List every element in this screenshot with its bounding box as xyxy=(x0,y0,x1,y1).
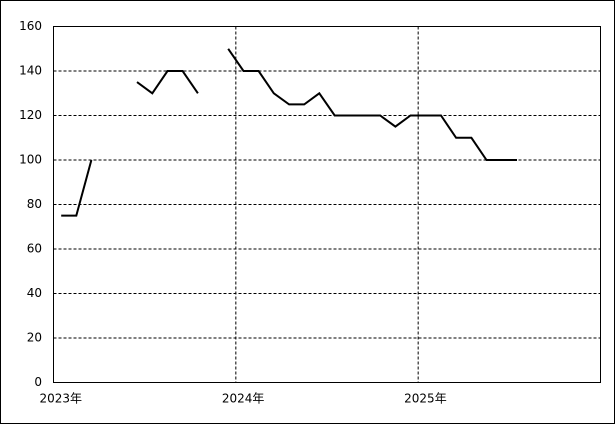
y-tick-label: 120 xyxy=(19,108,42,122)
line-series xyxy=(61,48,517,217)
x-tick-label: 2025年 xyxy=(404,392,447,406)
plot-frame xyxy=(53,26,601,383)
y-tick-label: 100 xyxy=(19,153,42,167)
y-tick-label: 40 xyxy=(27,286,42,300)
y-tick-label: 140 xyxy=(19,64,42,78)
y-tick-label: 20 xyxy=(27,331,42,345)
y-tick-label: 0 xyxy=(34,375,42,389)
x-tick-label: 2024年 xyxy=(222,392,265,406)
x-tick-label: 2023年 xyxy=(40,392,83,406)
y-tick-label: 160 xyxy=(19,19,42,33)
y-tick-label: 60 xyxy=(27,242,42,256)
y-tick-label: 80 xyxy=(27,197,42,211)
